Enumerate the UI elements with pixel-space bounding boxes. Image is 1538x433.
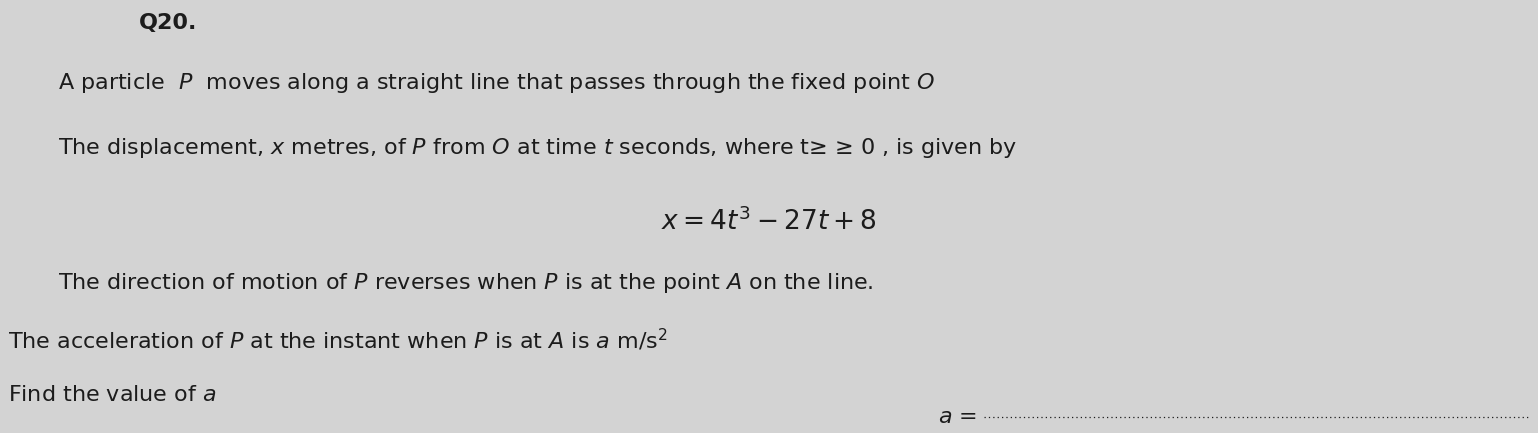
Text: $a$ =: $a$ = bbox=[938, 407, 977, 427]
Text: The direction of motion of $P$ reverses when $P$ is at the point $A$ on the line: The direction of motion of $P$ reverses … bbox=[58, 271, 874, 294]
Text: The displacement, $x$ metres, of $P$ from $O$ at time $t$ seconds, where t≥ ≥ 0 : The displacement, $x$ metres, of $P$ fro… bbox=[58, 136, 1018, 160]
Text: $x = 4t^3 - 27t + 8$: $x = 4t^3 - 27t + 8$ bbox=[661, 208, 877, 236]
Text: A particle  $P$  moves along a straight line that passes through the fixed point: A particle $P$ moves along a straight li… bbox=[58, 71, 935, 95]
Text: Q20.: Q20. bbox=[138, 13, 197, 33]
Text: The acceleration of $P$ at the instant when $P$ is at $A$ is $a$ m/s$^2$: The acceleration of $P$ at the instant w… bbox=[8, 327, 667, 353]
Text: Find the value of $a$: Find the value of $a$ bbox=[8, 385, 217, 405]
